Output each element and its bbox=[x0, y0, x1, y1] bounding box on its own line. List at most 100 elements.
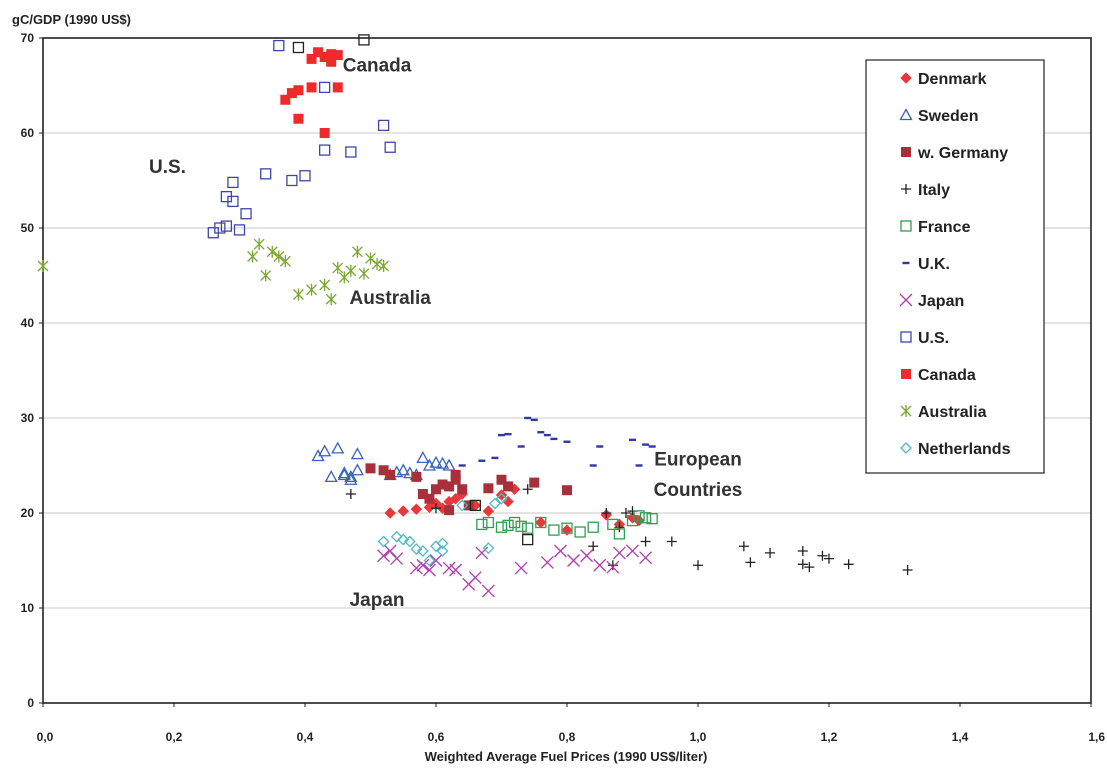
legend-box bbox=[865, 59, 1045, 474]
x-tick-label: 1,6 bbox=[1088, 730, 1105, 744]
data-point bbox=[390, 552, 404, 566]
data-point bbox=[318, 444, 332, 457]
series-france bbox=[476, 510, 658, 540]
y-axis: 0 10 20 30 40 50 60 70 bbox=[21, 31, 43, 710]
data-point bbox=[561, 522, 573, 534]
data-point bbox=[424, 493, 435, 504]
data-point bbox=[482, 516, 495, 529]
data-point bbox=[306, 283, 318, 296]
data-point bbox=[620, 508, 631, 518]
data-point bbox=[377, 549, 391, 563]
data-point bbox=[456, 499, 469, 512]
legend-label: Sweden bbox=[918, 108, 978, 125]
data-point bbox=[495, 521, 508, 533]
data-point bbox=[449, 563, 463, 577]
legend-marker bbox=[900, 442, 912, 454]
data-point bbox=[344, 472, 358, 485]
data-point bbox=[429, 455, 443, 468]
data-point bbox=[613, 528, 626, 540]
data-point bbox=[502, 519, 514, 531]
data-point bbox=[475, 546, 489, 560]
data-point bbox=[253, 238, 265, 251]
series-unlabeled bbox=[292, 34, 534, 546]
data-point bbox=[377, 535, 390, 548]
legend-label: France bbox=[918, 219, 971, 236]
data-point bbox=[522, 484, 533, 495]
data-point bbox=[227, 195, 239, 208]
data-points bbox=[37, 34, 913, 598]
data-point bbox=[383, 544, 397, 558]
chart-annotation: Canada bbox=[343, 55, 412, 76]
data-point bbox=[279, 255, 291, 268]
data-point bbox=[535, 516, 547, 529]
data-point bbox=[292, 41, 305, 54]
data-point bbox=[444, 481, 455, 492]
data-point bbox=[450, 470, 461, 480]
legend-label: Canada bbox=[918, 367, 976, 384]
data-point bbox=[410, 503, 423, 515]
data-point bbox=[345, 146, 357, 158]
data-point bbox=[411, 471, 422, 482]
data-point bbox=[260, 168, 272, 180]
data-point bbox=[220, 220, 233, 232]
data-point bbox=[390, 530, 403, 543]
data-point bbox=[409, 561, 423, 575]
series-netherlands bbox=[377, 492, 508, 567]
data-point bbox=[403, 535, 416, 548]
data-point bbox=[738, 541, 749, 552]
data-point bbox=[765, 547, 776, 558]
data-point bbox=[371, 258, 383, 271]
data-point bbox=[646, 513, 658, 525]
data-point bbox=[423, 554, 436, 567]
data-point bbox=[797, 546, 808, 556]
data-point bbox=[482, 542, 495, 555]
data-point bbox=[607, 560, 618, 571]
data-point bbox=[436, 545, 449, 557]
data-point bbox=[318, 81, 331, 94]
data-point bbox=[345, 264, 357, 277]
y-tick-label: 20 bbox=[21, 506, 35, 520]
data-point bbox=[489, 497, 501, 510]
data-point bbox=[247, 250, 259, 263]
data-point bbox=[410, 543, 423, 556]
x-tick-label: 1,0 bbox=[690, 730, 707, 744]
series-canada bbox=[280, 47, 343, 138]
x-tick-label: 0,8 bbox=[559, 730, 576, 744]
chart-annotation: Japan bbox=[350, 590, 405, 611]
data-point bbox=[396, 463, 410, 476]
legend-label: U.K. bbox=[918, 256, 950, 273]
legend-marker bbox=[900, 220, 912, 232]
data-point bbox=[580, 549, 594, 563]
data-point bbox=[318, 144, 331, 156]
data-point bbox=[482, 505, 495, 517]
data-point bbox=[817, 550, 828, 561]
data-point bbox=[345, 489, 356, 499]
y-tick-label: 60 bbox=[21, 126, 35, 140]
data-point bbox=[463, 500, 474, 511]
data-point bbox=[384, 507, 396, 519]
data-point bbox=[422, 563, 436, 577]
data-point bbox=[639, 551, 653, 565]
data-point bbox=[337, 468, 351, 481]
data-point bbox=[503, 481, 514, 492]
y-tick-label: 50 bbox=[21, 221, 35, 235]
data-point bbox=[306, 82, 317, 93]
y-tick-label: 70 bbox=[21, 31, 35, 45]
chart-annotation: Countries bbox=[654, 480, 743, 501]
data-point bbox=[483, 483, 494, 494]
y-tick-label: 10 bbox=[21, 601, 35, 615]
data-point bbox=[286, 174, 298, 187]
data-point bbox=[365, 463, 376, 474]
series-japan bbox=[377, 544, 653, 598]
x-tick-label: 1,4 bbox=[952, 730, 969, 744]
data-point bbox=[384, 141, 396, 153]
data-point bbox=[240, 208, 252, 220]
data-point bbox=[266, 245, 278, 258]
data-point bbox=[365, 252, 376, 265]
data-point bbox=[260, 269, 272, 282]
data-point bbox=[612, 546, 626, 560]
data-point bbox=[639, 512, 652, 524]
y-axis-title: gC/GDP (1990 US$) bbox=[12, 12, 131, 27]
data-point bbox=[574, 526, 586, 538]
data-point bbox=[476, 518, 488, 531]
